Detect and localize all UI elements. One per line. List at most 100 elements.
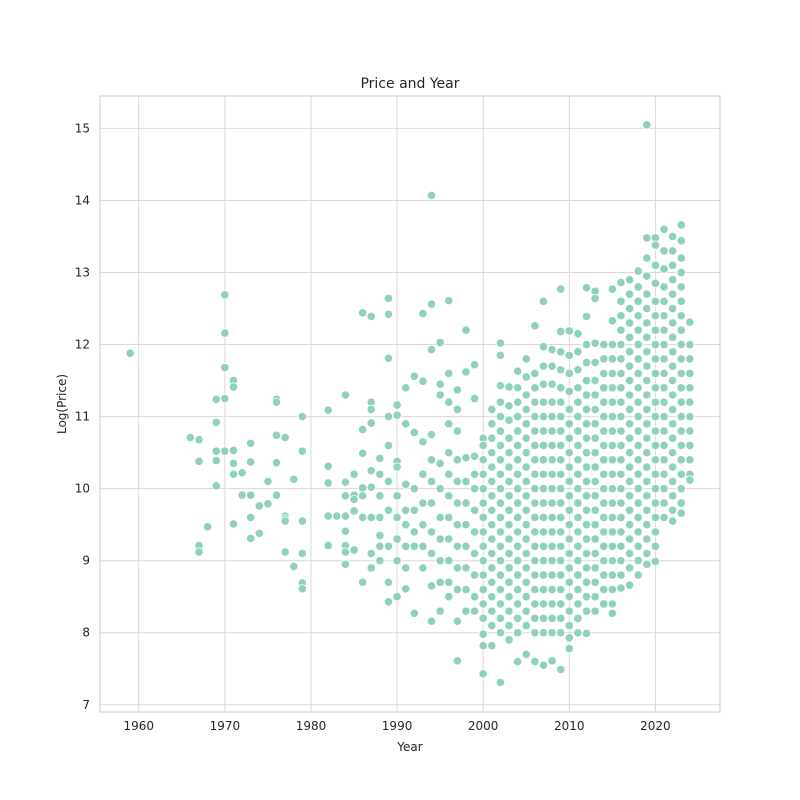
data-point: [530, 469, 540, 479]
data-point: [358, 448, 368, 458]
data-point: [538, 570, 549, 580]
data-point: [383, 577, 394, 587]
data-point: [211, 481, 221, 491]
data-point: [607, 608, 617, 618]
data-point: [573, 440, 583, 451]
data-point: [504, 534, 514, 544]
data-point: [616, 570, 626, 580]
data-point: [599, 412, 609, 422]
data-point: [685, 397, 695, 407]
data-point: [599, 570, 609, 580]
data-point: [624, 505, 635, 515]
data-point: [616, 527, 626, 537]
data-point: [487, 462, 497, 472]
data-point: [375, 541, 385, 551]
data-point: [401, 520, 411, 530]
data-point: [538, 342, 549, 352]
data-point: [573, 541, 583, 551]
data-point: [521, 491, 531, 501]
data-point: [383, 597, 394, 607]
data-point: [392, 462, 402, 472]
data-point: [444, 577, 454, 587]
data-point: [349, 469, 359, 479]
data-point: [564, 433, 574, 443]
data-point: [607, 383, 617, 393]
data-point: [685, 317, 695, 327]
data-point: [271, 458, 282, 468]
data-point: [487, 606, 497, 616]
data-point: [650, 455, 661, 465]
data-point: [564, 548, 574, 559]
data-point: [668, 476, 678, 487]
data-point: [246, 512, 256, 523]
data-point: [642, 433, 652, 443]
data-point: [607, 484, 617, 494]
data-point: [401, 563, 411, 573]
data-point: [521, 505, 531, 515]
data-point: [228, 458, 239, 469]
data-point: [573, 556, 583, 566]
data-point: [685, 426, 695, 436]
data-point: [599, 512, 609, 523]
data-point: [633, 282, 643, 292]
data-point: [435, 337, 445, 347]
data-point: [349, 494, 359, 505]
data-point: [556, 628, 566, 638]
data-point: [573, 412, 583, 422]
data-point: [530, 656, 540, 667]
data-point: [564, 368, 574, 378]
data-point: [487, 419, 497, 429]
data-point: [573, 613, 583, 623]
data-point: [556, 584, 566, 595]
data-point: [228, 469, 239, 479]
data-point: [495, 484, 506, 494]
data-point: [452, 584, 462, 595]
data-point: [426, 299, 437, 309]
data-point: [581, 520, 592, 530]
data-point: [633, 354, 643, 364]
data-point: [504, 592, 514, 602]
data-point: [469, 469, 480, 479]
data-point: [401, 479, 411, 489]
data-point: [513, 440, 523, 451]
data-point: [668, 231, 678, 242]
data-point: [642, 347, 652, 357]
data-point: [590, 563, 600, 573]
data-point: [513, 512, 523, 523]
data-point: [599, 527, 609, 537]
data-point: [633, 440, 643, 451]
data-point: [676, 368, 686, 378]
data-point: [616, 354, 626, 364]
data-point: [538, 512, 549, 523]
data-point: [366, 563, 376, 573]
y-tick-label: 13: [75, 266, 90, 280]
data-point: [607, 316, 617, 326]
data-point: [668, 246, 678, 256]
data-point: [349, 506, 359, 516]
data-point: [668, 448, 678, 458]
data-point: [556, 397, 566, 407]
data-point: [530, 440, 540, 451]
data-point: [487, 505, 497, 515]
data-point: [538, 361, 549, 371]
data-point: [478, 570, 488, 580]
data-point: [616, 311, 626, 321]
data-point: [676, 282, 686, 292]
data-point: [573, 570, 583, 580]
data-point: [547, 379, 557, 389]
x-tick-label: 2020: [640, 719, 671, 733]
data-point: [581, 375, 592, 386]
data-point: [650, 383, 661, 393]
data-point: [607, 339, 617, 350]
data-point: [607, 584, 617, 595]
x-axis-label: Year: [396, 740, 422, 754]
data-point: [556, 527, 566, 537]
data-point: [556, 365, 566, 375]
data-point: [650, 368, 661, 378]
data-point: [538, 484, 549, 494]
data-point: [478, 669, 488, 679]
data-point: [590, 534, 600, 544]
data-point: [616, 339, 626, 350]
data-point: [642, 505, 652, 515]
data-point: [564, 404, 574, 415]
